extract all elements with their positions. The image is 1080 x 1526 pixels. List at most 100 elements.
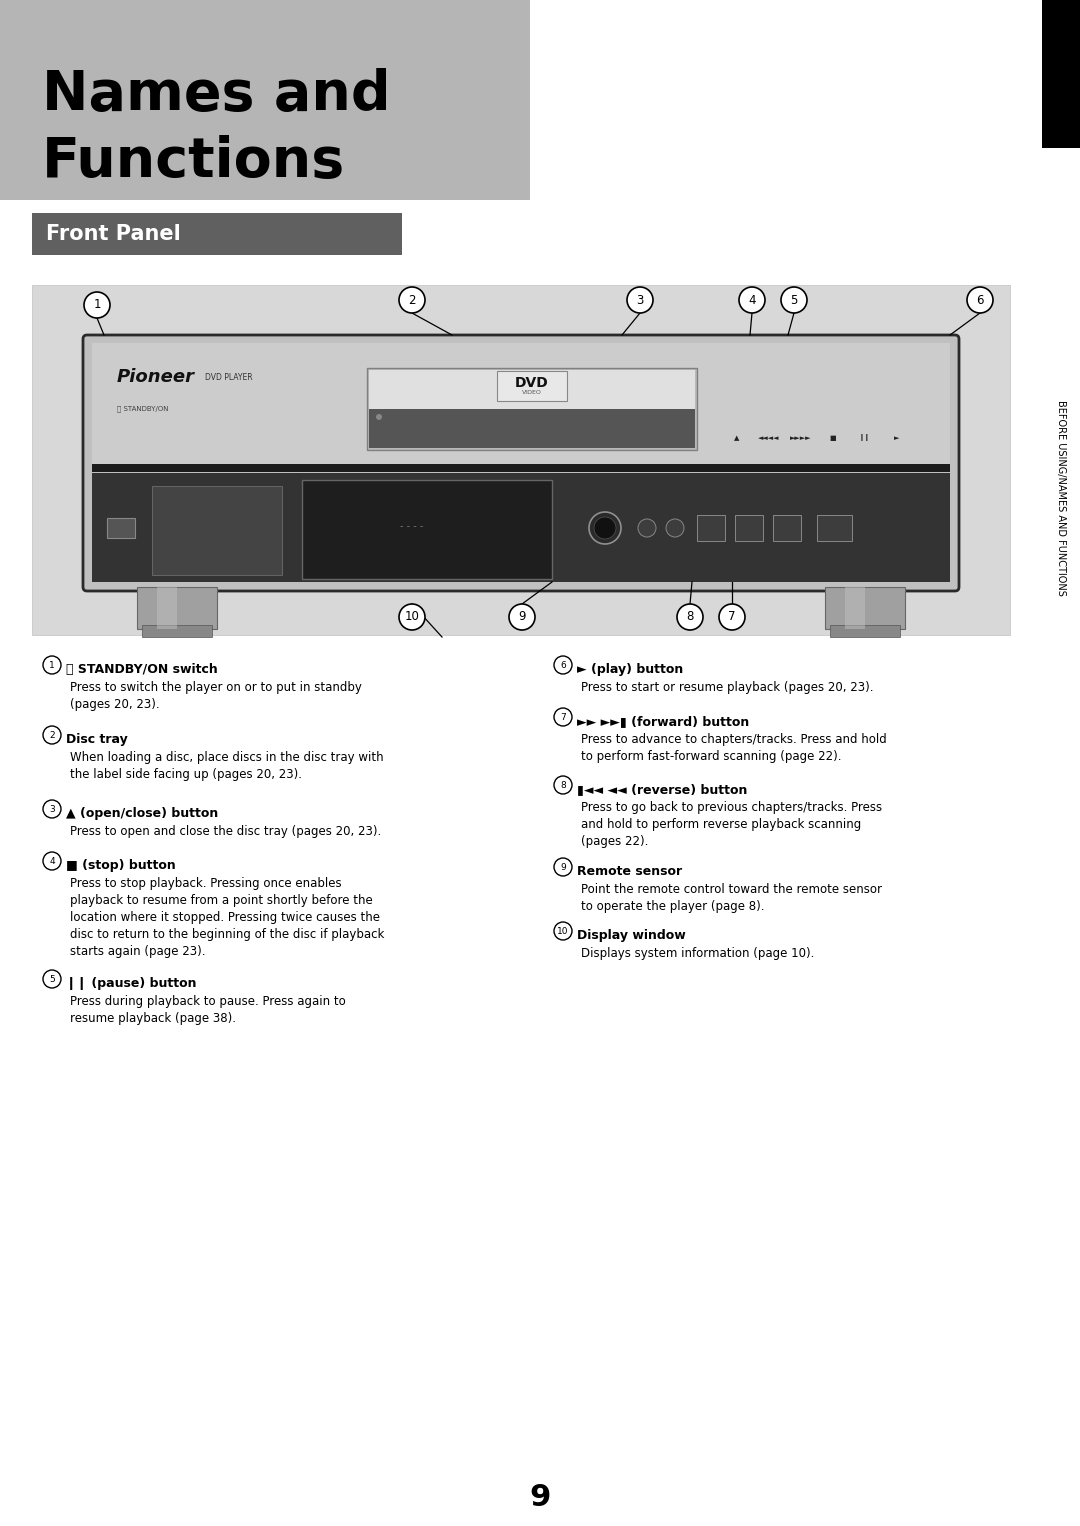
Circle shape <box>554 777 572 794</box>
Text: 3: 3 <box>636 293 644 307</box>
Bar <box>735 514 762 542</box>
Text: ■ (stop) button: ■ (stop) button <box>66 859 176 871</box>
Text: DVD PLAYER: DVD PLAYER <box>205 372 253 382</box>
Circle shape <box>43 726 60 745</box>
Circle shape <box>739 287 765 313</box>
Text: 6: 6 <box>976 293 984 307</box>
Circle shape <box>376 414 382 420</box>
Text: DVD: DVD <box>515 375 549 391</box>
Bar <box>367 368 697 450</box>
Bar <box>152 485 282 575</box>
Bar <box>1042 0 1080 148</box>
Bar <box>845 588 865 629</box>
Circle shape <box>84 291 110 317</box>
Text: 4: 4 <box>50 856 55 865</box>
Text: ⓘ STANDBY/ON: ⓘ STANDBY/ON <box>117 406 168 412</box>
Text: ■: ■ <box>829 435 836 441</box>
Bar <box>302 481 552 578</box>
Circle shape <box>589 513 621 543</box>
Text: ◄◄◄◄: ◄◄◄◄ <box>758 435 780 441</box>
Text: 7: 7 <box>561 713 566 722</box>
Text: ►: ► <box>894 435 900 441</box>
Text: 6: 6 <box>561 661 566 670</box>
Text: ❙❙ (pause) button: ❙❙ (pause) button <box>66 977 197 990</box>
Circle shape <box>627 287 653 313</box>
Circle shape <box>554 708 572 726</box>
Text: When loading a disc, place discs in the disc tray with
the label side facing up : When loading a disc, place discs in the … <box>70 751 383 781</box>
Circle shape <box>43 800 60 818</box>
Bar <box>369 369 696 409</box>
Text: ⓘ STANDBY/ON switch: ⓘ STANDBY/ON switch <box>66 662 218 676</box>
Bar <box>32 214 402 255</box>
Text: ▮◄◄ ◄◄ (reverse) button: ▮◄◄ ◄◄ (reverse) button <box>577 783 747 797</box>
Bar <box>107 517 135 539</box>
Text: ▲: ▲ <box>734 435 740 441</box>
Bar <box>497 371 567 401</box>
Text: Point the remote control toward the remote sensor
to operate the player (page 8): Point the remote control toward the remo… <box>581 884 882 913</box>
Text: 9: 9 <box>561 862 566 871</box>
Bar <box>825 588 905 629</box>
Text: 5: 5 <box>791 293 798 307</box>
Circle shape <box>554 922 572 940</box>
Circle shape <box>554 656 572 674</box>
Text: Press to open and close the disc tray (pages 20, 23).: Press to open and close the disc tray (p… <box>70 826 381 838</box>
Circle shape <box>781 287 807 313</box>
Text: Display window: Display window <box>577 929 686 942</box>
Bar <box>141 626 212 636</box>
Text: Press to stop playback. Pressing once enables
playback to resume from a point sh: Press to stop playback. Pressing once en… <box>70 877 384 958</box>
Text: Press to start or resume playback (pages 20, 23).: Press to start or resume playback (pages… <box>581 681 874 694</box>
Text: ► (play) button: ► (play) button <box>577 662 684 676</box>
Text: Press to go back to previous chapters/tracks. Press
and hold to perform reverse : Press to go back to previous chapters/tr… <box>581 801 882 848</box>
Text: 2: 2 <box>50 731 55 740</box>
Bar <box>92 473 950 581</box>
Text: ►►►►: ►►►► <box>791 435 812 441</box>
Text: ▲ (open/close) button: ▲ (open/close) button <box>66 807 218 819</box>
Text: 3: 3 <box>49 804 55 813</box>
Text: 4: 4 <box>748 293 756 307</box>
Circle shape <box>43 971 60 987</box>
Text: Front Panel: Front Panel <box>46 224 180 244</box>
Bar <box>773 514 801 542</box>
Circle shape <box>967 287 993 313</box>
Bar <box>137 588 217 629</box>
Circle shape <box>509 604 535 630</box>
Text: 10: 10 <box>557 926 569 935</box>
Circle shape <box>43 656 60 674</box>
Bar <box>697 514 725 542</box>
Bar <box>92 343 950 468</box>
Circle shape <box>638 519 656 537</box>
Text: 8: 8 <box>561 780 566 789</box>
Bar <box>0 0 530 200</box>
Text: 10: 10 <box>405 610 419 624</box>
Circle shape <box>399 287 426 313</box>
Text: Disc tray: Disc tray <box>66 732 127 746</box>
Text: - - - -: - - - - <box>401 520 423 531</box>
FancyBboxPatch shape <box>83 336 959 591</box>
Text: 1: 1 <box>49 661 55 670</box>
Bar <box>32 285 1010 635</box>
Text: 8: 8 <box>686 610 693 624</box>
Circle shape <box>554 858 572 876</box>
Bar <box>369 409 696 449</box>
Text: Press during playback to pause. Press again to
resume playback (page 38).: Press during playback to pause. Press ag… <box>70 995 346 1025</box>
Circle shape <box>594 517 616 539</box>
Text: 2: 2 <box>408 293 416 307</box>
Text: 9: 9 <box>529 1483 551 1512</box>
Circle shape <box>399 604 426 630</box>
Circle shape <box>719 604 745 630</box>
Circle shape <box>677 604 703 630</box>
Text: 5: 5 <box>49 975 55 983</box>
Text: Functions: Functions <box>42 134 346 189</box>
Bar <box>816 514 852 542</box>
Text: VIDEO: VIDEO <box>522 391 542 395</box>
Text: Names and: Names and <box>42 69 391 122</box>
Circle shape <box>43 852 60 870</box>
Text: ❙❙: ❙❙ <box>859 435 870 441</box>
Text: Displays system information (page 10).: Displays system information (page 10). <box>581 948 814 960</box>
Text: Remote sensor: Remote sensor <box>577 865 683 877</box>
Bar <box>157 588 177 629</box>
Text: Press to advance to chapters/tracks. Press and hold
to perform fast-forward scan: Press to advance to chapters/tracks. Pre… <box>581 732 887 763</box>
Text: 7: 7 <box>728 610 735 624</box>
Text: 9: 9 <box>518 610 526 624</box>
Text: ►► ►►▮ (forward) button: ►► ►►▮ (forward) button <box>577 716 750 728</box>
